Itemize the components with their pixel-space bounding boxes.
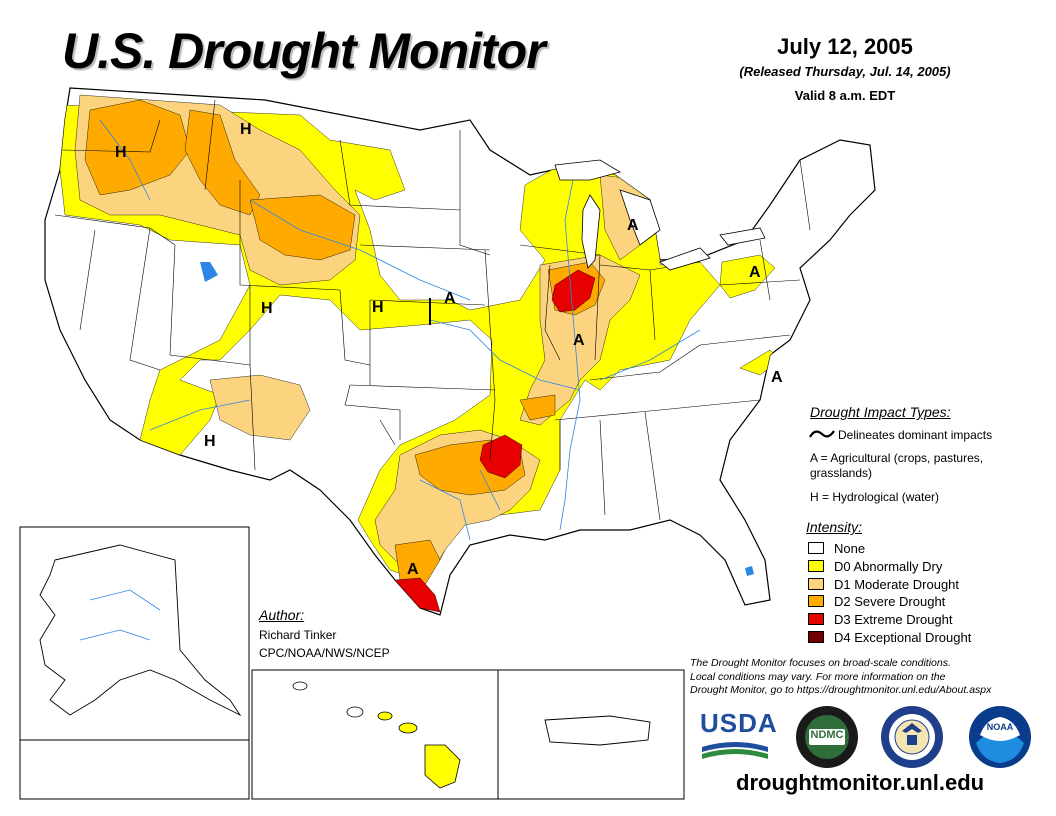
impact-label-h-montana: H	[240, 121, 252, 138]
great-lakes	[554, 159, 766, 271]
impact-delineates-text: Delineates dominant impacts	[838, 428, 993, 442]
legend-label: D1 Moderate Drought	[834, 576, 960, 592]
delineation-line-icon	[809, 430, 835, 438]
ndmc-seal-icon	[796, 706, 858, 768]
note-line-1: The Drought Monitor focuses on broad-sca…	[690, 657, 951, 669]
impact-agricultural-text: A = Agricultural (crops, pastures,	[810, 451, 984, 465]
legend-swatch	[808, 560, 824, 572]
impact-label-h-colorado: H	[261, 300, 273, 317]
noaa-seal-icon	[969, 706, 1031, 768]
legend-label: None	[834, 540, 866, 556]
legend-swatch	[808, 542, 824, 554]
water-features	[99, 119, 701, 541]
legend-item-none: None	[808, 540, 865, 556]
alaska-inset	[19, 526, 250, 800]
usda-logo: USDA	[700, 708, 778, 763]
impact-labels: H H H H H A A A A A A	[115, 121, 783, 578]
legend-label: D4 Exceptional Drought	[834, 629, 972, 645]
legend-swatch	[808, 613, 824, 625]
legend-item-d1: D1 Moderate Drought	[808, 576, 959, 592]
hawaii-inset	[251, 669, 499, 800]
legend-swatch	[808, 578, 824, 590]
legend-label: D0 Abnormally Dry	[834, 558, 943, 574]
impact-label-a-kansas: A	[444, 290, 456, 307]
usda-swoosh-icon	[702, 742, 768, 759]
great-salt-lake	[200, 262, 218, 282]
legend-swatch	[808, 631, 824, 643]
legend-item-d2: D2 Severe Drought	[808, 593, 945, 609]
page-title: U.S. Drought Monitor	[62, 23, 546, 79]
impact-label-h-nebraska: H	[372, 299, 384, 316]
impact-label-a-illinois: A	[573, 332, 585, 349]
legend-item-d0: D0 Abnormally Dry	[808, 558, 942, 574]
commerce-seal-icon	[881, 706, 943, 768]
doc-seal-logo	[880, 705, 944, 769]
legend-label: D2 Severe Drought	[834, 593, 946, 609]
legend-swatch	[808, 595, 824, 607]
ndmc-logo-text: NDMC	[810, 729, 844, 741]
noaa-logo-text: NOAA	[986, 722, 1014, 732]
impact-legend-title: Drought Impact Types:	[810, 404, 951, 420]
impact-label-a-texas: A	[407, 561, 419, 578]
note-line-3: Drought Monitor, go to https://droughtmo…	[690, 684, 992, 696]
legend-item-d3: D3 Extreme Drought	[808, 611, 953, 627]
legend-item-d4: D4 Exceptional Drought	[808, 629, 971, 645]
note-line-2: Local conditions may vary. For more info…	[690, 670, 946, 683]
author-name: Richard Tinker	[259, 628, 337, 642]
puerto-rico-inset	[497, 669, 685, 800]
footer-url-link[interactable]: droughtmonitor.unl.edu	[736, 770, 985, 795]
d3-regions	[394, 269, 596, 613]
impact-agricultural-text-cont: grasslands)	[810, 466, 873, 480]
intensity-legend-title: Intensity:	[806, 519, 863, 535]
impact-label-a-newyork: A	[749, 264, 761, 281]
author-title: Author:	[259, 607, 305, 623]
ndmc-logo: NDMC	[795, 705, 859, 769]
state-boundaries	[54, 99, 811, 521]
noaa-logo: NOAA	[968, 705, 1032, 769]
map-date: July 12, 2005	[777, 34, 913, 59]
release-date: (Released Thursday, Jul. 14, 2005)	[739, 64, 951, 79]
drought-regions	[59, 94, 875, 613]
impact-hydrological-text: H = Hydrological (water)	[810, 490, 940, 504]
impact-label-a-michigan: A	[627, 217, 639, 234]
usda-logo-text: USDA	[700, 708, 778, 738]
lake-okeechobee	[745, 566, 754, 576]
impact-label-h-oregon: H	[115, 144, 127, 161]
legend-label: D3 Extreme Drought	[834, 611, 953, 627]
impact-label-h-arizona: H	[204, 433, 216, 450]
author-org: CPC/NOAA/NWS/NCEP	[259, 646, 390, 660]
impact-label-a-virginia: A	[771, 369, 783, 386]
valid-time: Valid 8 a.m. EDT	[794, 88, 896, 103]
disclaimer-note: The Drought Monitor focuses on broad-sca…	[690, 657, 1040, 698]
